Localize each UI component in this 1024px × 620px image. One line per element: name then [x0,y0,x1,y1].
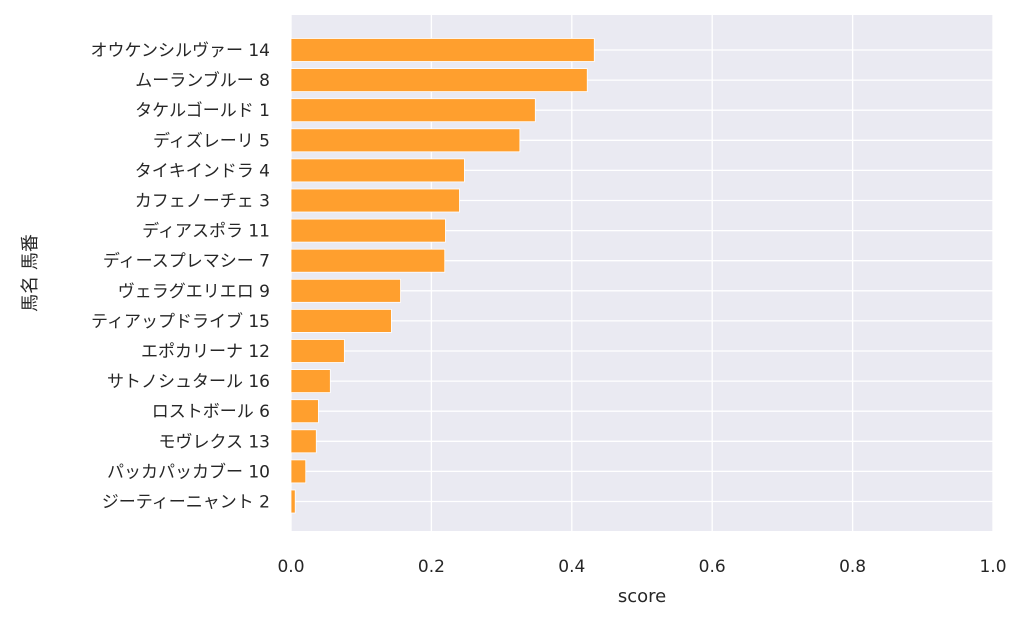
y-tick-label: カフェノーチェ 3 [135,192,270,212]
y-tick-label: パッカパッカブー 10 [107,461,270,482]
bar [290,98,536,123]
y-tick-label: オウケンシルヴァー 14 [90,41,270,61]
bar [290,128,521,153]
bar [290,489,296,514]
bar [290,399,319,424]
bar [290,278,401,303]
x-tick-label: 0.4 [558,557,585,577]
bar [290,459,307,484]
x-tick-label: 0.8 [839,557,866,577]
y-tick-label: タイキインドラ 4 [135,161,270,181]
y-tick-label: ムーランブルー 8 [135,70,270,91]
x-axis-title: score [618,586,666,607]
x-tick-labels: 0.0 0.2 0.4 0.6 0.8 1.0 [277,557,1006,577]
bar [290,38,595,62]
bar [290,248,446,273]
x-tick-label: 1.0 [979,557,1006,577]
x-tick-label: 0.2 [418,557,445,577]
bar [290,218,446,243]
y-axis-title: 馬名 馬番 [20,234,41,312]
bar [290,158,465,183]
bar [290,339,345,363]
bar [290,369,331,394]
y-tick-label: ディースプレマシー 7 [103,251,270,272]
bars [290,38,595,514]
y-tick-label: タケルゴールド 1 [135,100,270,121]
plot-area [291,15,993,531]
y-tick-label: ジーティーニャント 2 [102,493,270,513]
y-tick-label: ディズレーリ 5 [153,130,270,151]
y-tick-labels: オウケンシルヴァー 14 ムーランブルー 8 タケルゴールド 1 ディズレーリ 5 タイ… [90,41,270,513]
x-tick-label: 0.6 [699,557,726,577]
bar [290,68,588,92]
y-tick-label: モヴレクス 13 [158,432,270,452]
y-tick-label: ロストボール 6 [152,402,270,422]
bar [290,429,317,454]
y-tick-label: エポカリーナ 12 [141,342,270,362]
y-tick-label: サトノシュタール 16 [107,372,270,392]
bar [290,188,460,213]
y-tick-label: ヴェラグエリエロ 9 [118,282,270,302]
bar [290,308,392,333]
y-tick-label: ティアップドライブ 15 [91,311,270,332]
x-tick-label: 0.0 [277,557,304,577]
y-tick-label: ディアスポラ 11 [142,221,270,242]
